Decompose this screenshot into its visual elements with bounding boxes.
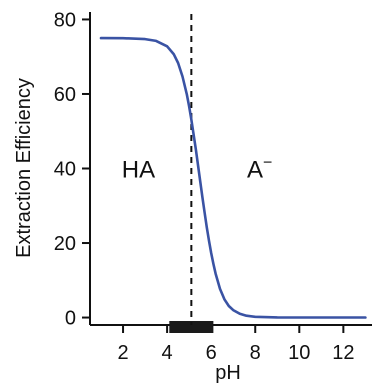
x-tick-label: 6 [206,342,217,364]
y-tick-label: 60 [54,84,76,106]
region-label-ha: HA [122,157,155,184]
extraction-efficiency-curve [99,36,367,319]
y-axis-title: Extraction Efficiency [13,78,35,258]
pka-range-bar [169,321,214,333]
y-tick-label: 0 [65,308,76,330]
x-tick-label: 4 [162,342,173,364]
y-tick-label: 80 [54,9,76,31]
y-axis-ticks: 0 20 40 60 80 [54,9,90,330]
x-axis-ticks: 2 4 6 8 10 12 [117,325,354,364]
y-tick-label: 40 [54,159,76,181]
x-axis-title: pH [215,362,241,384]
y-tick-label: 20 [54,233,76,255]
x-tick-label: 2 [117,342,128,364]
x-tick-label: 12 [332,342,354,364]
x-tick-label: 10 [288,342,310,364]
plot-area: 0 20 40 60 80 2 4 6 8 10 12 [54,9,372,364]
x-tick-label: 8 [250,342,261,364]
region-label-a-minus: A− [247,155,272,184]
